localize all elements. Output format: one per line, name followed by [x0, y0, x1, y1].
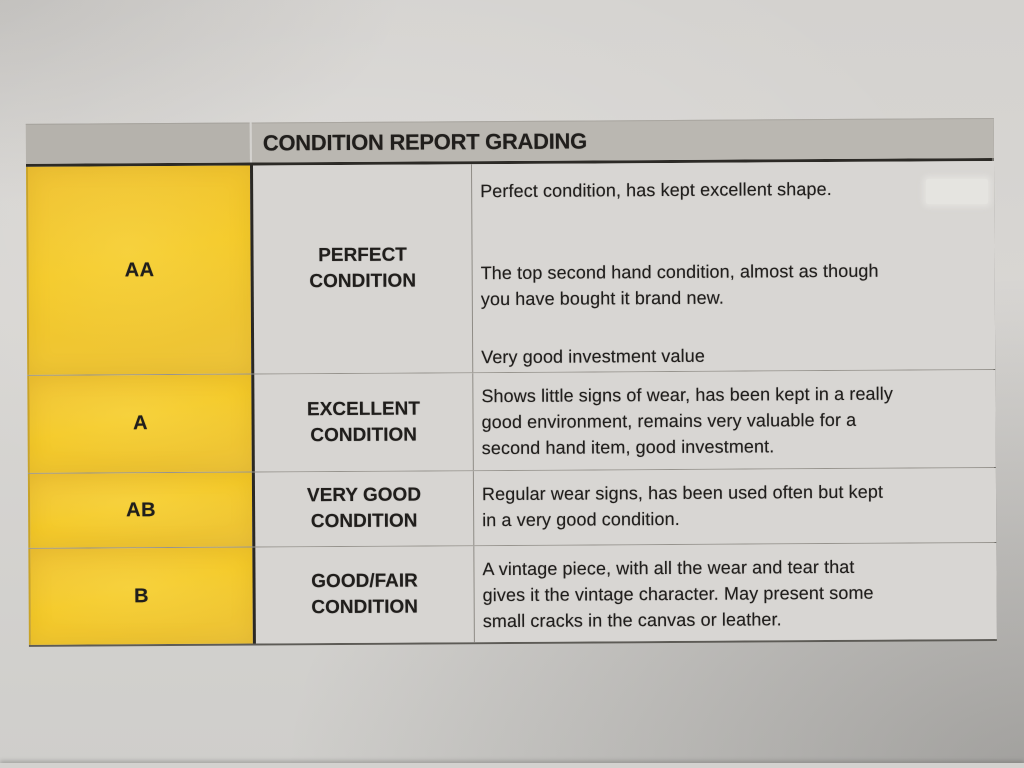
condition-label: VERY GOOD CONDITION [306, 484, 422, 533]
description-paragraph: Regular wear signs, has been used often … [482, 478, 988, 533]
condition-cell: PERFECT CONDITION [249, 164, 473, 374]
photo-bottom-edge [0, 763, 1024, 768]
grade-label: AB [126, 498, 157, 521]
condition-label: EXCELLENT CONDITION [306, 398, 421, 446]
description-line: small cracks in the canvas or leather. [482, 609, 782, 632]
condition-label: GOOD/FAIR CONDITION [311, 570, 419, 619]
description-paragraph: A vintage piece, with all the wear and t… [482, 553, 988, 634]
condition-cell: EXCELLENT CONDITION [251, 373, 473, 472]
description-cell: A vintage piece, with all the wear and t… [473, 542, 997, 643]
grade-cell: AA [26, 165, 252, 375]
description-line: good environment, remains very valuable … [481, 409, 857, 433]
condition-cell: GOOD/FAIR CONDITION [252, 546, 474, 644]
description-cell: Shows little signs of wear, has been kep… [472, 369, 996, 471]
grade-label: B [134, 584, 150, 607]
table-row-b: B GOOD/FAIR CONDITION A vintage piece, w… [28, 542, 997, 645]
grade-label: A [133, 412, 149, 435]
grade-cell: AB [27, 472, 253, 548]
description-line: Shows little signs of wear, has been kep… [481, 383, 893, 407]
description-line: you have bought it brand new. [480, 287, 724, 310]
table-row-a: A EXCELLENT CONDITION Shows little signs… [27, 369, 996, 473]
condition-grading-table: CONDITION REPORT GRADING AA PERFECT COND… [25, 118, 997, 647]
table-title-cell: CONDITION REPORT GRADING [251, 118, 994, 163]
description-paragraph: Very good investment value [481, 341, 987, 370]
condition-cell: VERY GOOD CONDITION [251, 471, 474, 547]
description-line: Perfect condition, has kept excellent sh… [480, 178, 832, 202]
grade-cell: A [27, 374, 252, 473]
description-line: gives it the vintage character. May pres… [482, 582, 874, 606]
description-line: The top second hand condition, almost as… [480, 260, 879, 284]
description-line: Very good investment value [481, 345, 705, 368]
description-paragraph: The top second hand condition, almost as… [481, 257, 987, 312]
description-cell: Perfect condition, has kept excellent sh… [470, 161, 996, 373]
table-header-row: CONDITION REPORT GRADING [25, 118, 994, 167]
table-title: CONDITION REPORT GRADING [262, 127, 587, 155]
whiteout-patch [926, 179, 988, 204]
table-row-aa: AA PERFECT CONDITION Perfect condition, … [26, 161, 996, 375]
grade-cell: B [28, 547, 253, 645]
description-line: in a very good condition. [482, 508, 680, 531]
description-cell: Regular wear signs, has been used often … [472, 467, 997, 546]
description-line: A vintage piece, with all the wear and t… [482, 556, 855, 580]
condition-label: PERFECT CONDITION [309, 244, 417, 293]
table-row-ab: AB VERY GOOD CONDITION Regular wear sign… [27, 467, 997, 548]
description-paragraph: Perfect condition, has kept excellent sh… [480, 175, 986, 204]
description-line: second hand item, good investment. [481, 436, 775, 459]
grade-label: AA [124, 258, 155, 281]
header-empty-cell [25, 122, 250, 164]
description-paragraph: Shows little signs of wear, has been kep… [481, 380, 987, 461]
description-line: Regular wear signs, has been used often … [481, 481, 884, 505]
